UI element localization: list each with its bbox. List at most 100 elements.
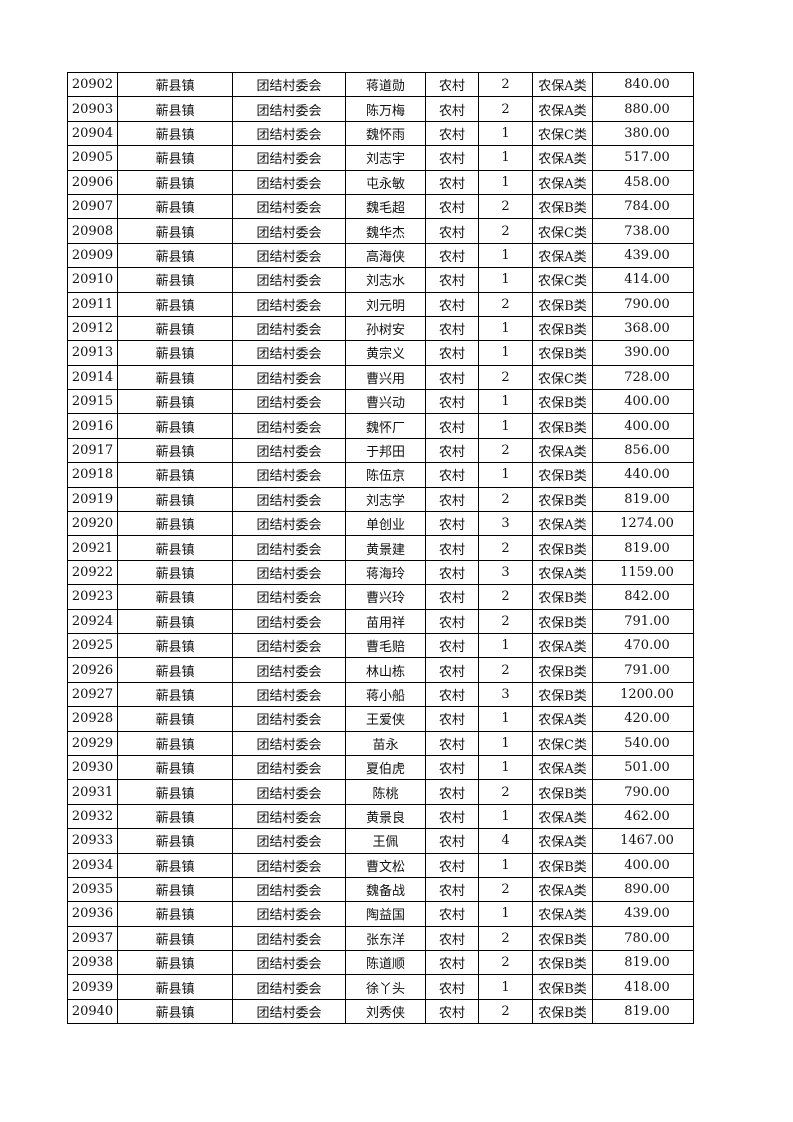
id-cell: 20907 <box>67 193 118 220</box>
type-cell: 农村 <box>425 486 479 513</box>
table-row: 20908 蕲县镇 团结村委会 魏华杰 农村 2 农保C类 738.00 <box>67 218 694 244</box>
id-cell: 20914 <box>67 364 118 391</box>
id-cell: 20919 <box>67 486 118 513</box>
table-row: 20937 蕲县镇 团结村委会 张东洋 农村 2 农保B类 780.00 <box>67 925 694 952</box>
table-row: 20923 蕲县镇 团结村委会 曹兴玲 农村 2 农保B类 842.00 <box>67 584 694 610</box>
id-cell: 20938 <box>67 950 118 976</box>
count-cell: 3 <box>478 559 533 586</box>
town-cell: 蕲县镇 <box>117 486 233 513</box>
name-cell: 孙树安 <box>345 315 426 342</box>
village-cell: 团结村委会 <box>232 828 346 854</box>
category-cell: 农保B类 <box>532 681 593 708</box>
id-cell: 20912 <box>67 315 118 342</box>
type-cell: 农村 <box>425 925 479 952</box>
count-cell: 2 <box>478 437 533 464</box>
amount-cell: 784.00 <box>592 193 694 220</box>
name-cell: 曹文松 <box>345 852 426 878</box>
count-cell: 1 <box>478 340 533 366</box>
village-cell: 团结村委会 <box>232 584 346 610</box>
type-cell: 农村 <box>425 559 479 586</box>
id-cell: 20918 <box>67 462 118 488</box>
count-cell: 2 <box>478 584 533 610</box>
table-row: 20921 蕲县镇 团结村委会 黄景建 农村 2 农保B类 819.00 <box>67 535 694 561</box>
id-cell: 20905 <box>67 145 118 171</box>
category-cell: 农保B类 <box>532 852 593 878</box>
count-cell: 4 <box>478 828 533 854</box>
name-cell: 魏备战 <box>345 876 426 903</box>
town-cell: 蕲县镇 <box>117 340 233 366</box>
id-cell: 20927 <box>67 681 118 708</box>
category-cell: 农保B类 <box>532 291 593 317</box>
town-cell: 蕲县镇 <box>117 193 233 220</box>
records-table: 20902 蕲县镇 团结村委会 蒋道勋 农村 2 农保A类 840.00 20903 蕲县镇 团结村… <box>67 71 694 1025</box>
category-cell: 农保A类 <box>532 169 593 195</box>
amount-cell: 400.00 <box>592 389 694 415</box>
amount-cell: 380.00 <box>592 120 694 147</box>
category-cell: 农保B类 <box>532 998 593 1025</box>
name-cell: 单创业 <box>345 511 426 537</box>
category-cell: 农保B类 <box>532 584 593 610</box>
type-cell: 农村 <box>425 657 479 683</box>
village-cell: 团结村委会 <box>232 145 346 171</box>
id-cell: 20926 <box>67 657 118 683</box>
name-cell: 刘志宇 <box>345 145 426 171</box>
table-row: 20936 蕲县镇 团结村委会 陶益国 农村 1 农保A类 439.00 <box>67 901 694 927</box>
amount-cell: 400.00 <box>592 852 694 878</box>
table-row: 20906 蕲县镇 团结村委会 屯永敏 农村 1 农保A类 458.00 <box>67 169 694 195</box>
name-cell: 林山栋 <box>345 657 426 683</box>
count-cell: 1 <box>478 145 533 171</box>
village-cell: 团结村委会 <box>232 389 346 415</box>
type-cell: 农村 <box>425 364 479 391</box>
amount-cell: 420.00 <box>592 706 694 732</box>
id-cell: 20933 <box>67 828 118 854</box>
amount-cell: 1467.00 <box>592 828 694 854</box>
name-cell: 黄景建 <box>345 535 426 561</box>
village-cell: 团结村委会 <box>232 462 346 488</box>
count-cell: 1 <box>478 754 533 781</box>
town-cell: 蕲县镇 <box>117 315 233 342</box>
id-cell: 20911 <box>67 291 118 317</box>
id-cell: 20934 <box>67 852 118 878</box>
category-cell: 农保A类 <box>532 511 593 537</box>
count-cell: 1 <box>478 706 533 732</box>
village-cell: 团结村委会 <box>232 340 346 366</box>
name-cell: 刘元明 <box>345 291 426 317</box>
type-cell: 农村 <box>425 267 479 293</box>
amount-cell: 819.00 <box>592 486 694 513</box>
category-cell: 农保B类 <box>532 779 593 805</box>
town-cell: 蕲县镇 <box>117 828 233 854</box>
type-cell: 农村 <box>425 828 479 854</box>
type-cell: 农村 <box>425 242 479 269</box>
id-cell: 20909 <box>67 242 118 269</box>
village-cell: 团结村委会 <box>232 71 346 98</box>
town-cell: 蕲县镇 <box>117 145 233 171</box>
category-cell: 农保B类 <box>532 950 593 976</box>
type-cell: 农村 <box>425 169 479 195</box>
type-cell: 农村 <box>425 315 479 342</box>
type-cell: 农村 <box>425 71 479 98</box>
id-cell: 20936 <box>67 901 118 927</box>
name-cell: 魏怀雨 <box>345 120 426 147</box>
table-row: 20914 蕲县镇 团结村委会 曹兴用 农村 2 农保C类 728.00 <box>67 364 694 391</box>
town-cell: 蕲县镇 <box>117 291 233 317</box>
name-cell: 曹兴动 <box>345 389 426 415</box>
name-cell: 于邦田 <box>345 437 426 464</box>
village-cell: 团结村委会 <box>232 706 346 732</box>
type-cell: 农村 <box>425 998 479 1025</box>
type-cell: 农村 <box>425 218 479 244</box>
type-cell: 农村 <box>425 681 479 708</box>
village-cell: 团结村委会 <box>232 291 346 317</box>
table-row: 20910 蕲县镇 团结村委会 刘志水 农村 1 农保C类 414.00 <box>67 267 694 293</box>
id-cell: 20931 <box>67 779 118 805</box>
amount-cell: 439.00 <box>592 242 694 269</box>
category-cell: 农保B类 <box>532 657 593 683</box>
id-cell: 20924 <box>67 608 118 634</box>
town-cell: 蕲县镇 <box>117 559 233 586</box>
village-cell: 团结村委会 <box>232 315 346 342</box>
category-cell: 农保B类 <box>532 974 593 1000</box>
type-cell: 农村 <box>425 96 479 122</box>
category-cell: 农保A类 <box>532 803 593 830</box>
amount-cell: 790.00 <box>592 779 694 805</box>
village-cell: 团结村委会 <box>232 925 346 952</box>
village-cell: 团结村委会 <box>232 803 346 830</box>
